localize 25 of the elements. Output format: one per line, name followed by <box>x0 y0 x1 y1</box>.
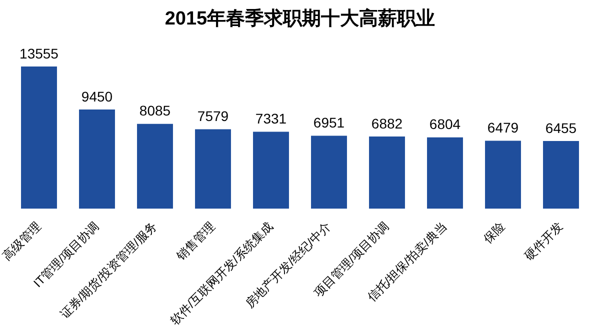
data-label: 7579 <box>197 108 229 124</box>
data-label: 6479 <box>487 120 519 136</box>
bar <box>485 140 521 209</box>
data-label: 9450 <box>81 88 113 104</box>
bar <box>195 129 231 209</box>
x-tick-label: 高级管理 <box>0 219 44 264</box>
bar <box>253 132 289 209</box>
data-label: 8085 <box>139 102 171 119</box>
x-tick-label: 硬件开发 <box>522 219 566 264</box>
bar <box>137 124 173 209</box>
data-label: 7331 <box>255 110 287 127</box>
x-tick-label: 保险 <box>480 219 508 246</box>
bar <box>427 137 463 209</box>
data-label: 13555 <box>20 45 59 62</box>
data-label: 6951 <box>313 114 345 131</box>
bar <box>369 136 405 209</box>
data-label: 6455 <box>545 120 577 136</box>
chart-title: 2015年春季求职期十大高薪职业 <box>164 8 436 30</box>
bar <box>543 141 579 209</box>
bar <box>79 110 115 209</box>
bar <box>21 66 57 209</box>
x-tick-label: 销售管理 <box>172 219 218 264</box>
data-label: 6882 <box>371 115 403 132</box>
data-label: 6804 <box>429 116 461 132</box>
bar <box>311 136 347 209</box>
